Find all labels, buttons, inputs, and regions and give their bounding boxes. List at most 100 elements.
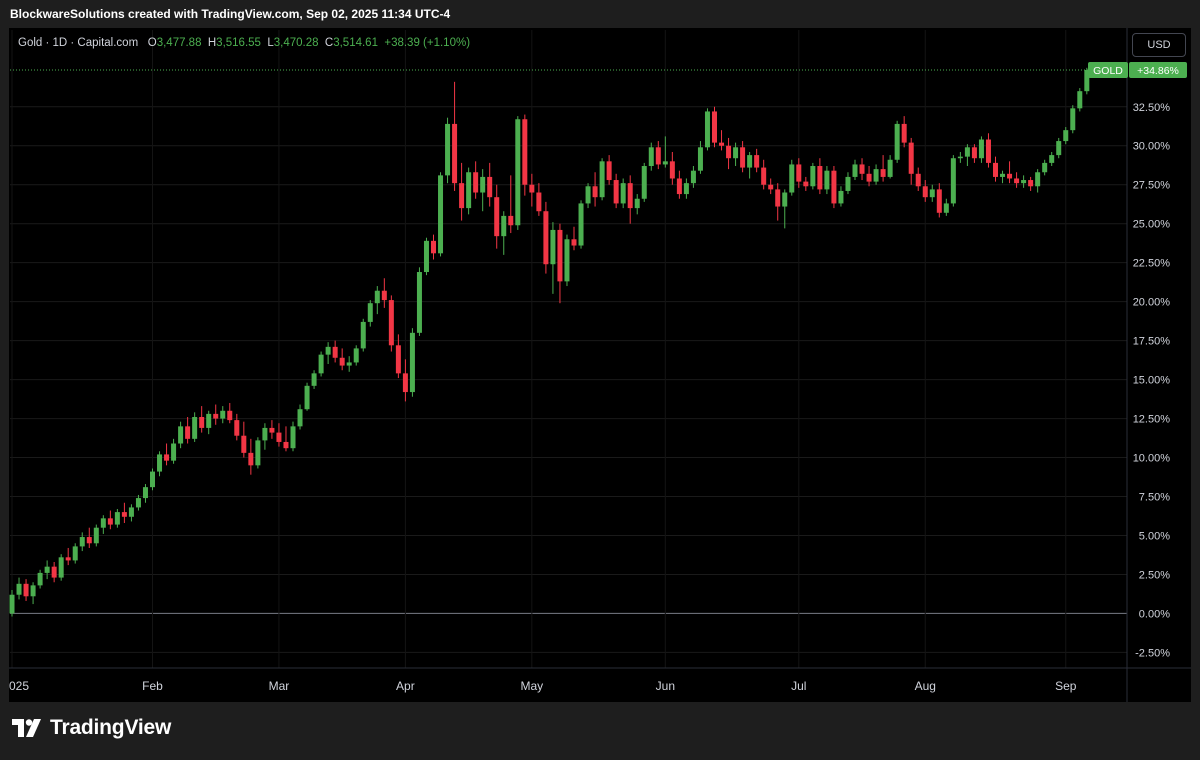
candle (845, 172, 851, 195)
candle (220, 406, 226, 424)
candle (662, 136, 668, 168)
candle-body (985, 139, 991, 163)
candle-body (740, 147, 746, 168)
candle-body (1000, 173, 1006, 177)
candle-body (283, 441, 289, 449)
candle-body (859, 164, 865, 174)
candle (192, 412, 198, 442)
chart-frame[interactable] (9, 28, 1191, 702)
y-tick-label: 20.00% (1133, 297, 1171, 309)
candle (550, 222, 556, 294)
candle (740, 141, 746, 173)
candle-body (1021, 180, 1027, 184)
candle-body (606, 161, 612, 181)
candle-body (866, 173, 872, 182)
candle-body (51, 566, 57, 578)
legend-open-value: 3,477.88 (156, 37, 202, 49)
candle (543, 201, 549, 274)
candle (107, 510, 113, 530)
candle-body (536, 192, 542, 212)
candle (929, 184, 935, 202)
candle-body (431, 240, 436, 254)
candle-body (409, 332, 415, 393)
candle (248, 438, 254, 475)
candle-body (402, 373, 408, 393)
candle (655, 141, 661, 170)
candle (669, 151, 675, 185)
candle-body (887, 159, 893, 177)
candle (571, 226, 577, 251)
candle-body (845, 176, 851, 191)
candle-body (107, 518, 113, 525)
candle (100, 515, 106, 534)
candle (234, 413, 240, 441)
candle-body (332, 346, 338, 358)
candle (824, 166, 830, 195)
y-tick-label: 17.50% (1133, 336, 1171, 348)
candle (480, 169, 486, 212)
x-tick-label: 025 (9, 679, 29, 693)
candle (964, 144, 970, 167)
candle-body (550, 229, 556, 265)
x-tick-label: Jun (656, 679, 675, 693)
candle-body (304, 385, 310, 410)
candle (1077, 88, 1083, 112)
candle (199, 406, 205, 433)
price-badge-value: +34.86% (1137, 65, 1179, 77)
candle (37, 569, 43, 589)
candle (1021, 175, 1027, 188)
candle (592, 172, 598, 207)
candle-body (627, 183, 633, 209)
x-tick-label: Apr (396, 679, 415, 693)
candle-body (508, 215, 514, 226)
tradingview-logo-icon (12, 719, 41, 737)
candle-body (128, 507, 134, 517)
candle-body (318, 354, 324, 374)
y-tick-label: 27.50% (1133, 180, 1171, 192)
candle (290, 421, 296, 452)
candle (950, 155, 956, 207)
candle (775, 183, 781, 221)
candle-body (782, 192, 788, 207)
candle (452, 81, 458, 191)
candle (501, 211, 507, 255)
candle-body (754, 155, 760, 168)
candle-body (65, 557, 71, 561)
candle (494, 184, 500, 249)
candle (1035, 169, 1041, 193)
legend-low-value: 3,470.28 (273, 37, 319, 49)
candle-body (599, 161, 605, 198)
candle-body (185, 426, 191, 439)
ohlc-legend: Gold · 1D · Capital.com O3,477.88 H3,516… (18, 37, 470, 49)
candle-body (353, 348, 359, 363)
candle-body (255, 440, 261, 466)
candle-body (142, 487, 148, 499)
candle (978, 136, 984, 163)
candle (409, 328, 415, 397)
tradingview-logo[interactable]: TradingView (12, 716, 171, 740)
candle-body (1056, 141, 1062, 156)
candle (557, 223, 563, 304)
candle-body (100, 518, 106, 528)
candle (852, 159, 858, 181)
candle (360, 318, 366, 352)
candle-body (360, 321, 366, 349)
y-tick-label: 0.00% (1139, 608, 1170, 620)
candle (16, 577, 22, 600)
candle (508, 175, 514, 234)
candle (325, 342, 331, 364)
candle (1007, 161, 1013, 184)
price-badge-name: GOLD (1093, 65, 1123, 77)
candle-body (501, 215, 507, 237)
y-tick-label: 10.00% (1133, 453, 1171, 465)
currency-button[interactable]: USD (1132, 33, 1186, 57)
candle (515, 116, 521, 230)
y-tick-label: 2.50% (1139, 569, 1170, 581)
candle (353, 345, 359, 366)
candle (873, 164, 879, 185)
candle-body (943, 203, 949, 213)
candle-body (726, 145, 732, 159)
candle (719, 130, 725, 151)
candle (416, 267, 422, 336)
